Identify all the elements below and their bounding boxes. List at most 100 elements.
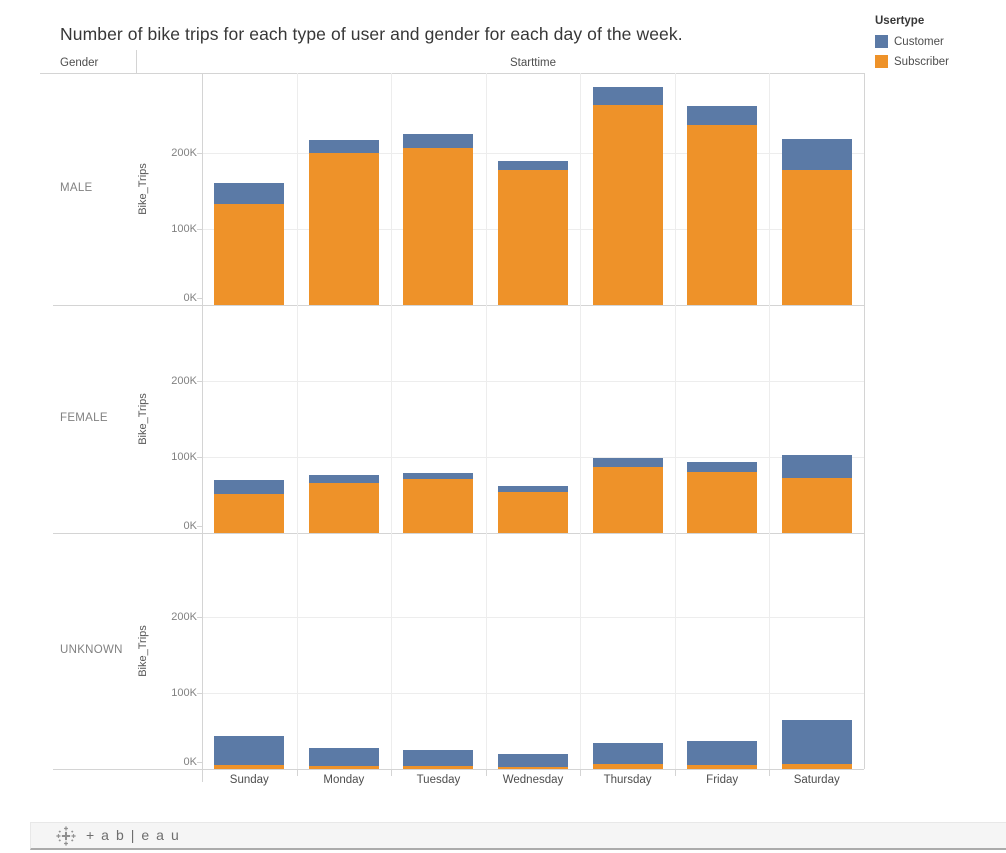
column-gridline [769,533,771,769]
day-label-saturday[interactable]: Saturday [793,774,840,786]
bar-female-monday-customer[interactable] [308,475,379,483]
bar-female-thursday-customer[interactable] [592,457,663,467]
legend-swatch-icon [875,55,888,68]
day-label-wednesday[interactable]: Wednesday [502,774,564,786]
bar-unknown-wednesday-customer[interactable] [498,753,568,767]
bar-unknown-tuesday-subscriber[interactable] [403,765,474,769]
bar-unknown-sunday-customer[interactable] [214,736,285,766]
bar-unknown-wednesday-subscriber[interactable] [498,766,568,769]
legend-item-customer[interactable]: Customer [875,35,949,48]
y-tick-mark [197,381,202,382]
column-gridline [485,533,487,769]
bar-male-monday-customer[interactable] [308,140,379,153]
column-gridline [296,533,298,769]
legend: Customer Subscriber [875,35,949,68]
y-tick-mark [197,153,202,154]
column-gridline [391,533,393,769]
y-tick-label: 100K [171,687,197,699]
legend-item-label: Customer [894,35,944,48]
y-axis-line [202,73,203,782]
day-tick-mark [769,769,771,776]
row-label-male[interactable]: MALE [60,182,93,194]
y-tick-label: 0K [183,756,197,768]
bar-male-saturday-subscriber[interactable] [781,169,852,305]
bar-female-saturday-subscriber[interactable] [781,478,852,533]
column-gridline [580,305,582,533]
bar-female-wednesday-subscriber[interactable] [498,491,568,533]
day-label-tuesday[interactable]: Tuesday [416,774,461,786]
bar-unknown-thursday-customer[interactable] [592,743,663,764]
y-tick-mark [197,457,202,458]
tableau-logo-icon[interactable] [55,825,77,847]
bar-male-wednesday-subscriber[interactable] [498,170,568,305]
day-label-sunday[interactable]: Sunday [229,774,269,786]
bar-female-saturday-customer[interactable] [781,454,852,479]
day-tick-mark [485,769,487,776]
y-axis-title: Bike_Trips [137,163,149,215]
y-tick-mark [197,298,202,299]
y-tick-label: 200K [171,611,197,623]
bar-male-sunday-customer[interactable] [214,182,285,204]
column-gridline [674,533,676,769]
legend-item-subscriber[interactable]: Subscriber [875,55,949,68]
bar-male-wednesday-customer[interactable] [498,160,568,171]
day-tick-mark [296,769,298,776]
panel-right-border [864,73,865,769]
y-tick-label: 100K [171,451,197,463]
row-divider [53,533,864,534]
bar-male-thursday-customer[interactable] [592,86,663,106]
column-gridline [674,73,676,305]
bar-unknown-friday-subscriber[interactable] [687,765,758,769]
bar-male-thursday-subscriber[interactable] [592,105,663,305]
x-axis-line [53,769,864,770]
bar-unknown-friday-customer[interactable] [687,740,758,766]
value-gridline [203,381,864,382]
bar-unknown-monday-customer[interactable] [308,747,379,766]
column-gridline [391,73,393,305]
bar-male-monday-subscriber[interactable] [308,153,379,305]
bar-male-tuesday-customer[interactable] [403,134,474,148]
bar-male-friday-customer[interactable] [687,105,758,125]
bar-female-thursday-subscriber[interactable] [592,466,663,533]
bar-female-wednesday-customer[interactable] [498,485,568,492]
bar-male-tuesday-subscriber[interactable] [403,147,474,305]
column-gridline [580,73,582,305]
bar-female-friday-customer[interactable] [687,462,758,473]
tableau-wordmark[interactable]: +ab|eau [86,826,186,843]
bar-female-friday-subscriber[interactable] [687,472,758,533]
header-divider [136,50,137,73]
bar-female-tuesday-customer[interactable] [403,472,474,480]
bar-unknown-saturday-subscriber[interactable] [781,764,852,769]
y-tick-label: 200K [171,375,197,387]
column-gridline [769,73,771,305]
bar-female-tuesday-subscriber[interactable] [403,479,474,533]
bar-female-monday-subscriber[interactable] [308,482,379,533]
gender-field-header[interactable]: Gender [60,57,99,69]
bar-unknown-tuesday-customer[interactable] [403,750,474,766]
bar-unknown-sunday-subscriber[interactable] [214,765,285,769]
day-tick-mark [580,769,582,776]
day-label-friday[interactable]: Friday [706,774,739,786]
bar-unknown-saturday-customer[interactable] [781,720,852,765]
bar-male-saturday-customer[interactable] [781,139,852,170]
column-gridline [769,305,771,533]
y-tick-label: 200K [171,147,197,159]
bar-male-friday-subscriber[interactable] [687,124,758,305]
y-tick-mark [197,762,202,763]
column-gridline [580,533,582,769]
y-tick-label: 0K [183,292,197,304]
bar-unknown-thursday-subscriber[interactable] [592,763,663,769]
y-tick-mark [197,526,202,527]
value-gridline [203,617,864,618]
row-label-female[interactable]: FEMALE [60,412,108,424]
row-label-unknown[interactable]: UNKNOWN [60,644,123,656]
day-label-thursday[interactable]: Thursday [603,774,652,786]
day-label-monday[interactable]: Monday [323,774,365,786]
bar-unknown-monday-subscriber[interactable] [308,765,379,769]
bar-male-sunday-subscriber[interactable] [214,203,285,305]
column-gridline [485,305,487,533]
bar-female-sunday-subscriber[interactable] [214,494,285,533]
bar-female-sunday-customer[interactable] [214,479,285,495]
y-tick-mark [197,693,202,694]
starttime-field-header[interactable]: Starttime [509,57,556,69]
